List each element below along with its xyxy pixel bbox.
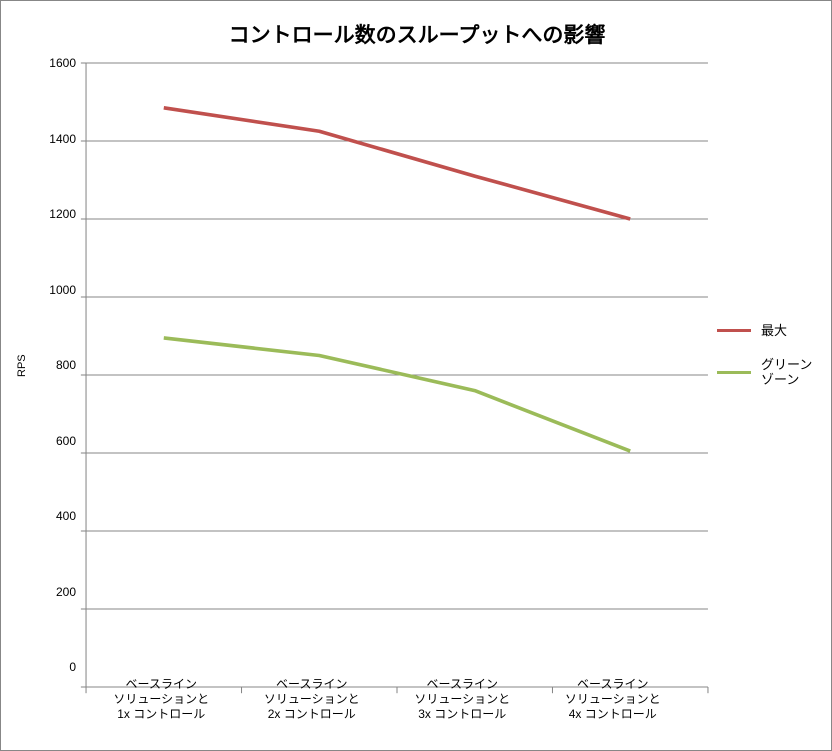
y-tick-label: 0: [31, 660, 76, 674]
x-tick-label: ベースライン ソリューションと 1x コントロール: [90, 677, 233, 722]
legend-item: 最大: [717, 323, 812, 339]
x-tick-label: ベースライン ソリューションと 2x コントロール: [241, 677, 384, 722]
y-tick-label: 800: [31, 358, 76, 372]
y-tick-label: 600: [31, 434, 76, 448]
y-axis-label: RPS: [16, 354, 28, 377]
y-tick-label: 400: [31, 509, 76, 523]
plot-area: [86, 63, 708, 687]
legend-swatch: [717, 329, 751, 332]
x-tick-label: ベースライン ソリューションと 4x コントロール: [542, 677, 685, 722]
series-line-グリーンゾーン: [164, 338, 630, 451]
y-tick-label: 1600: [31, 56, 76, 70]
legend-label: 最大: [761, 323, 787, 339]
x-tick-label: ベースライン ソリューションと 3x コントロール: [391, 677, 534, 722]
chart-title: コントロール数のスループットへの影響: [1, 19, 832, 49]
y-tick-label: 200: [31, 585, 76, 599]
y-tick-label: 1200: [31, 207, 76, 221]
legend-label: グリーン ゾーン: [761, 357, 812, 388]
y-tick-label: 1000: [31, 283, 76, 297]
y-tick-label: 1400: [31, 132, 76, 146]
line-chart: コントロール数のスループットへの影響 RPS 最大グリーン ゾーン 0 200 40…: [0, 0, 832, 751]
legend-swatch: [717, 371, 751, 374]
legend: 最大グリーン ゾーン: [717, 323, 812, 406]
legend-item: グリーン ゾーン: [717, 357, 812, 388]
series-line-最大: [164, 108, 630, 219]
